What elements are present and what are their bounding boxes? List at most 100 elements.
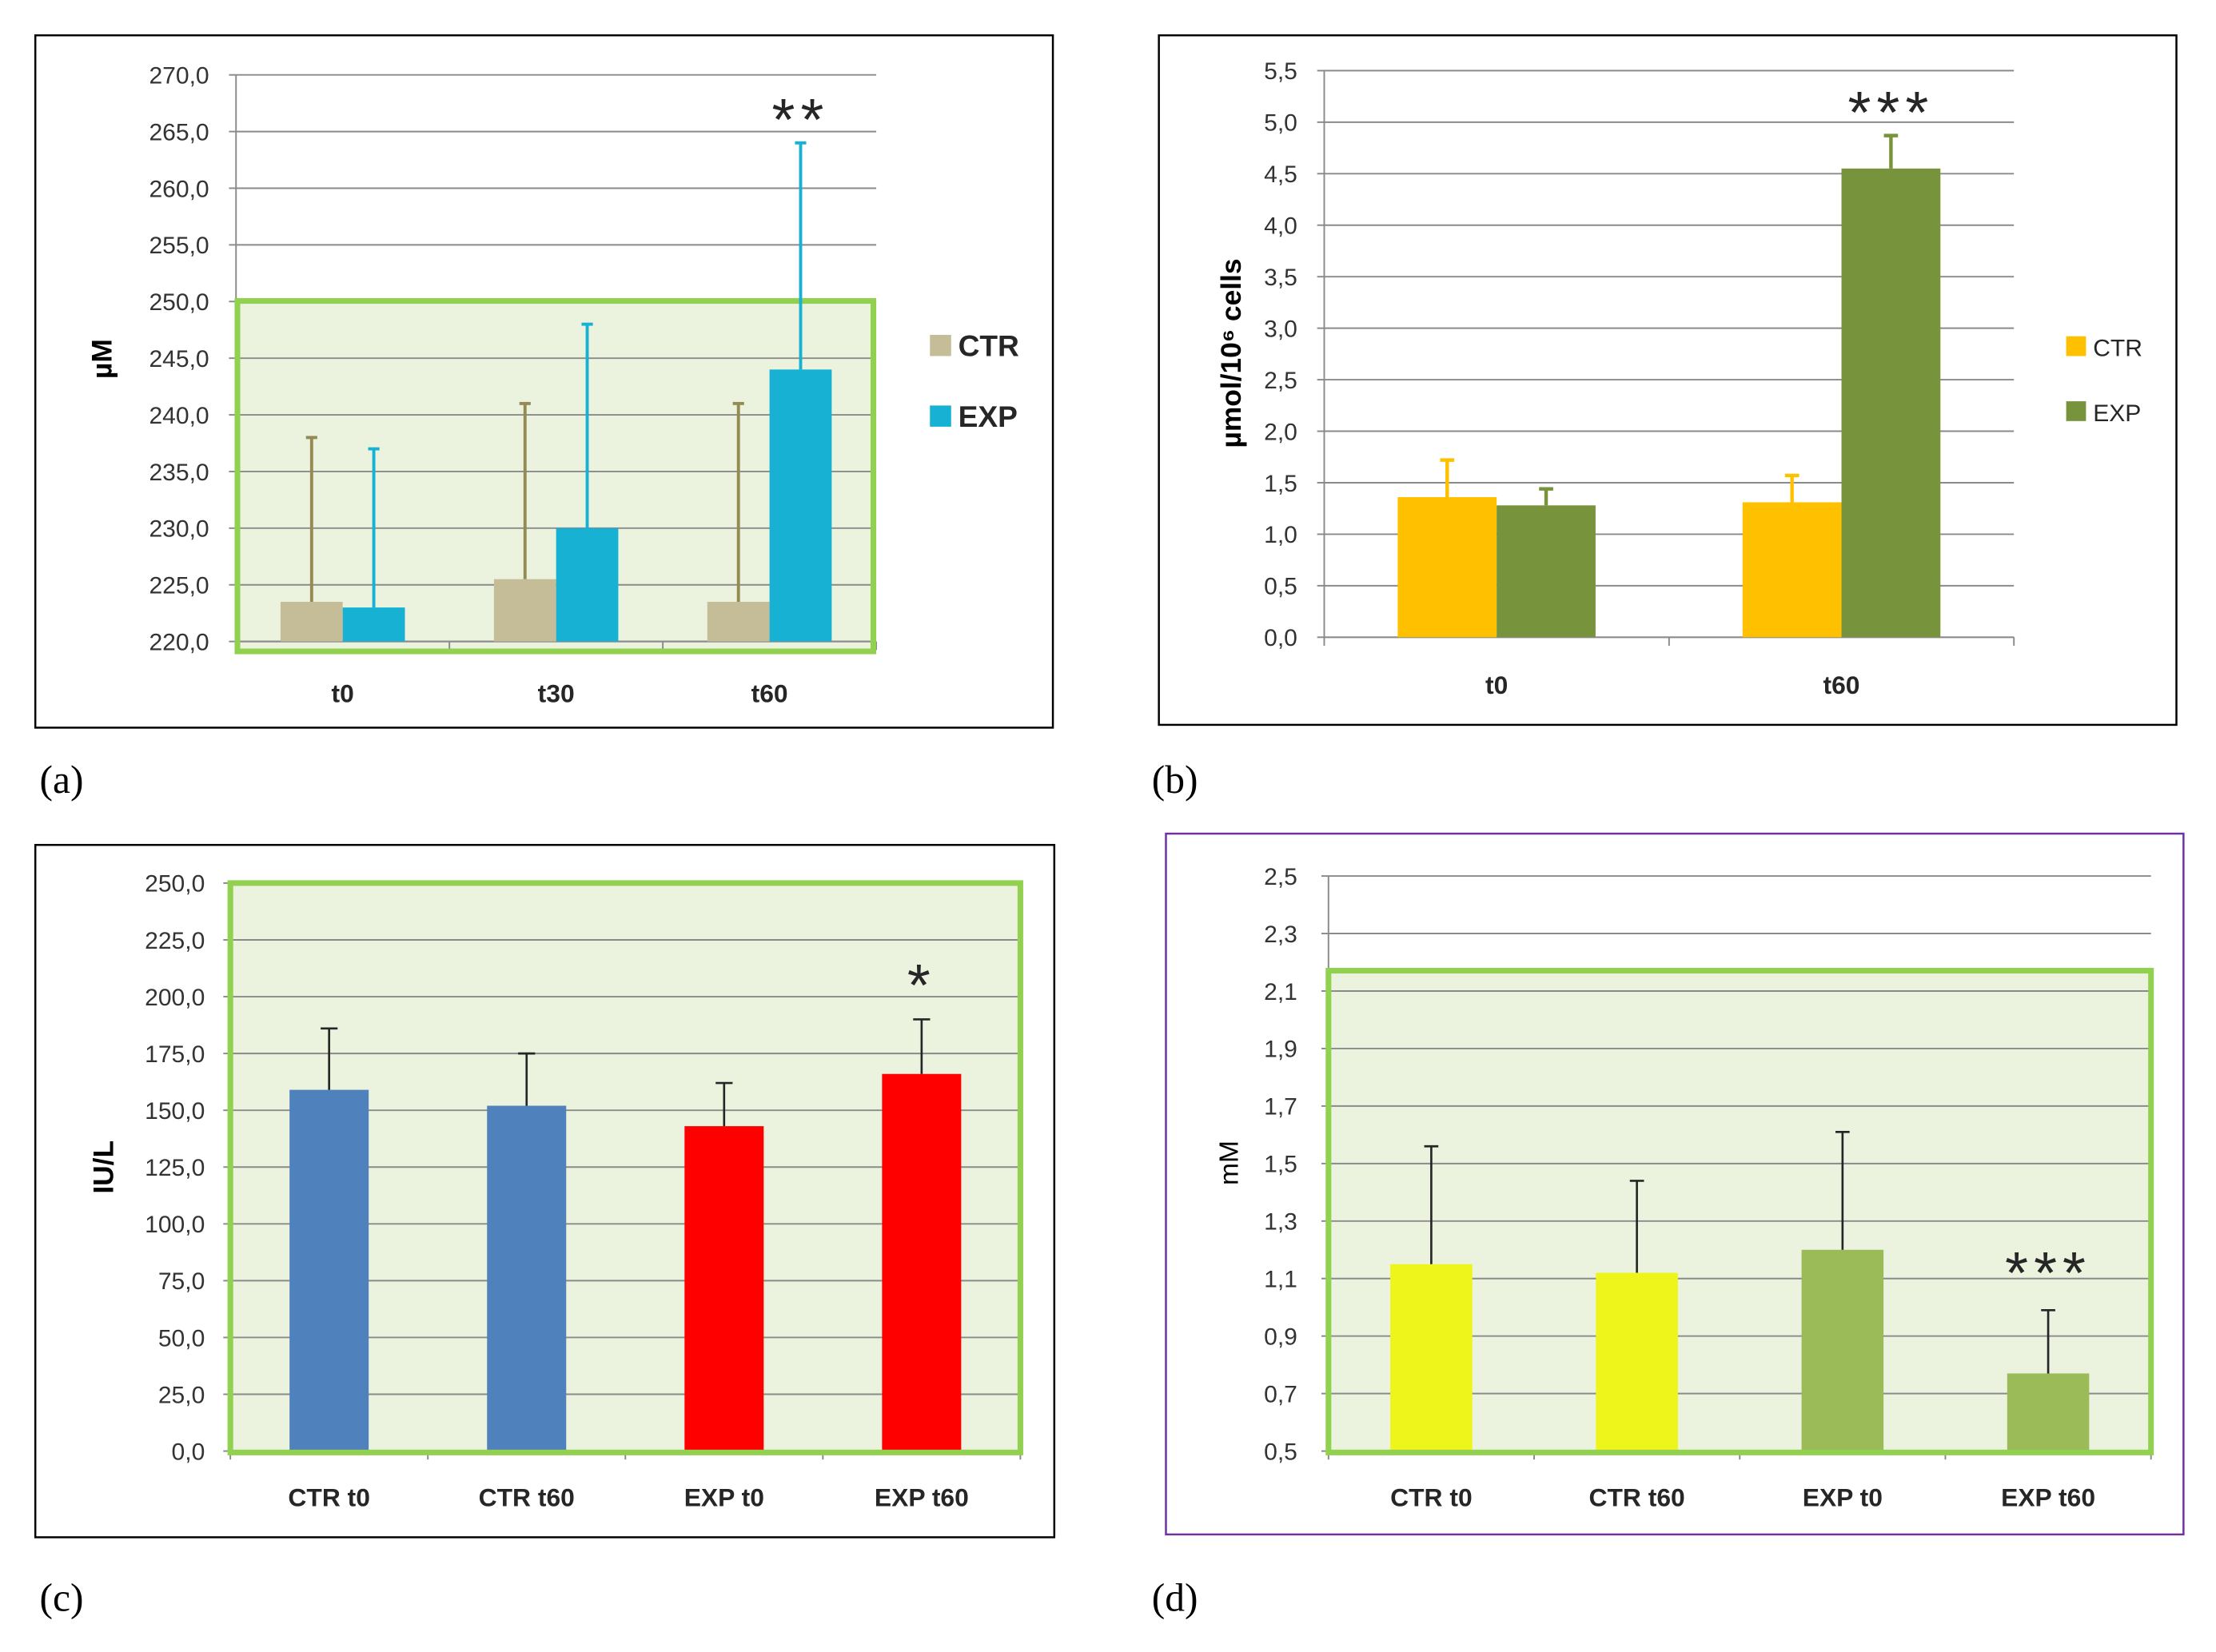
bar-ctr-t60 bbox=[1596, 1272, 1678, 1451]
y-tick-label: 230,0 bbox=[149, 516, 209, 543]
bar-exp-t30 bbox=[556, 527, 619, 642]
y-tick-label: 1,7 bbox=[1264, 1094, 1297, 1121]
chart-b: 0,0 0,5 1,0 1,5 2,0 2,5 3,0 3,5 4,0 4,5 5,0 5,5 t0 t6… bbox=[1216, 58, 2142, 699]
y-tick-label: 270,0 bbox=[149, 63, 209, 90]
x-category-label-t0: t0 bbox=[332, 679, 354, 708]
y-tick-label: 125,0 bbox=[145, 1155, 205, 1181]
y-tick-label: 2,3 bbox=[1264, 922, 1297, 948]
legend-label-ctr: CTR bbox=[959, 329, 1019, 363]
y-tick-label: 1,5 bbox=[1264, 1152, 1297, 1178]
y-tick-label: 0,0 bbox=[172, 1439, 205, 1465]
bar-exp-t60 bbox=[1841, 168, 1941, 638]
y-tick-label: 245,0 bbox=[149, 346, 209, 372]
bar-ctr-t0 bbox=[1397, 497, 1497, 638]
y-tick-label: 3,5 bbox=[1264, 265, 1297, 291]
bar-ctr-t60 bbox=[487, 1105, 567, 1451]
y-tick-label: 260,0 bbox=[149, 176, 209, 202]
y-tick-label: 1,1 bbox=[1264, 1267, 1297, 1293]
y-tick-label: 200,0 bbox=[145, 985, 205, 1011]
bar-exp-t0 bbox=[342, 607, 405, 642]
y-tick-label: 2,5 bbox=[1264, 368, 1297, 394]
bar-exp-t60 bbox=[2007, 1373, 2090, 1451]
x-category-label-ctr-t60: CTR t60 bbox=[479, 1483, 575, 1512]
bar-ctr-t0 bbox=[289, 1089, 369, 1451]
panel-d-frame bbox=[1165, 832, 2185, 1536]
x-category-label-t60: t60 bbox=[751, 679, 788, 708]
y-tick-label: 1,3 bbox=[1264, 1209, 1297, 1236]
y-tick-label: 5,5 bbox=[1264, 58, 1297, 85]
y-tick-label: 225,0 bbox=[149, 573, 209, 599]
x-category-label-exp-t60: EXP t60 bbox=[875, 1483, 969, 1512]
y-tick-label: 225,0 bbox=[145, 928, 205, 954]
y-tick-label: 3,0 bbox=[1264, 316, 1297, 342]
y-tick-label: 1,9 bbox=[1264, 1037, 1297, 1063]
x-category-label-exp-t0: EXP t0 bbox=[1803, 1483, 1883, 1512]
y-axis-label: µmol/10⁶ cells bbox=[1216, 258, 1247, 448]
y-tick-label: 1,5 bbox=[1264, 471, 1297, 497]
chart-a: 220,0 225,0 230,0 235,0 240,0 245,0 250,0 255,0… bbox=[87, 63, 1019, 708]
x-category-label-t60: t60 bbox=[1823, 671, 1860, 699]
y-tick-label: 75,0 bbox=[158, 1268, 205, 1295]
x-category-label-exp-t0: EXP t0 bbox=[684, 1483, 764, 1512]
panel-d: 0,5 0,7 0,9 1,1 1,3 1,5 1,7 1,9 2,1 2,3 2,5 CTR t0 C… bbox=[1152, 832, 2185, 1619]
bar-ctr-t30 bbox=[493, 579, 556, 642]
y-tick-label: 4,5 bbox=[1264, 161, 1297, 188]
y-axis-label: mM bbox=[1215, 1140, 1245, 1185]
bar-exp-t60 bbox=[882, 1073, 962, 1451]
x-category-label-ctr-t0: CTR t0 bbox=[1390, 1483, 1473, 1512]
panel-c-frame bbox=[34, 843, 1056, 1539]
bar-exp-t0 bbox=[684, 1126, 764, 1451]
panel-label-b: (b) bbox=[1152, 758, 1198, 802]
plot-highlight-frame bbox=[234, 298, 877, 655]
significance-annotation-exp-t60: *** bbox=[2005, 1240, 2091, 1306]
y-tick-label: 25,0 bbox=[158, 1382, 205, 1408]
significance-annotation-exp-t60: * bbox=[907, 952, 936, 1018]
bar-exp-t60 bbox=[769, 369, 832, 642]
bar-exp-t0 bbox=[1801, 1249, 1884, 1451]
y-tick-label: 4,0 bbox=[1264, 213, 1297, 240]
y-tick-label: 255,0 bbox=[149, 233, 209, 259]
y-tick-label: 0,7 bbox=[1264, 1381, 1297, 1407]
x-category-label-t30: t30 bbox=[538, 679, 575, 708]
legend-swatch-exp bbox=[2066, 401, 2086, 421]
legend-label-ctr: CTR bbox=[2093, 336, 2142, 362]
bar-ctr-t60 bbox=[1742, 502, 1842, 638]
x-category-label-exp-t60: EXP t60 bbox=[2001, 1483, 2095, 1512]
y-tick-label: 1,0 bbox=[1264, 522, 1297, 548]
plot-highlight-frame bbox=[227, 880, 1023, 1455]
y-tick-label: 240,0 bbox=[149, 403, 209, 429]
y-tick-label: 250,0 bbox=[149, 289, 209, 316]
y-tick-label: 5,0 bbox=[1264, 110, 1297, 137]
legend-label-exp: EXP bbox=[959, 400, 1018, 433]
y-tick-label: 0,5 bbox=[1264, 574, 1297, 600]
significance-annotation-exp-t60: ** bbox=[772, 86, 830, 153]
panel-label-a: (a) bbox=[39, 758, 83, 802]
bar-exp-t0 bbox=[1497, 505, 1596, 638]
y-tick-label: 50,0 bbox=[158, 1325, 205, 1351]
y-tick-label: 175,0 bbox=[145, 1041, 205, 1068]
x-category-label-t0: t0 bbox=[1485, 671, 1508, 699]
panel-a-frame bbox=[34, 34, 1054, 729]
y-tick-label: 220,0 bbox=[149, 629, 209, 655]
plot-highlight-frame bbox=[1325, 967, 2154, 1455]
y-axis-label: µM bbox=[87, 339, 118, 379]
legend-swatch-exp bbox=[930, 405, 951, 427]
x-category-label-ctr-t0: CTR t0 bbox=[288, 1483, 370, 1512]
y-tick-label: 0,0 bbox=[1264, 625, 1297, 651]
legend-swatch-ctr bbox=[2066, 336, 2086, 356]
y-tick-label: 0,9 bbox=[1264, 1324, 1297, 1351]
chart-d: 0,5 0,7 0,9 1,1 1,3 1,5 1,7 1,9 2,1 2,3 2,5 CTR t0 C… bbox=[1215, 864, 2154, 1512]
y-tick-label: 2,5 bbox=[1264, 864, 1297, 890]
bar-ctr-t60 bbox=[707, 601, 770, 642]
panel-b-frame bbox=[1158, 34, 2178, 726]
panel-label-c: (c) bbox=[39, 1575, 83, 1619]
x-category-label-ctr-t60: CTR t60 bbox=[1589, 1483, 1685, 1512]
panel-a: 220,0 225,0 230,0 235,0 240,0 245,0 250,0 255,0… bbox=[34, 34, 1054, 802]
y-tick-label: 265,0 bbox=[149, 119, 209, 145]
y-tick-label: 150,0 bbox=[145, 1098, 205, 1125]
y-axis-label: IU/L bbox=[88, 1140, 119, 1194]
y-tick-label: 100,0 bbox=[145, 1212, 205, 1238]
y-tick-label: 2,1 bbox=[1264, 979, 1297, 1005]
bar-ctr-t0 bbox=[1390, 1264, 1473, 1451]
